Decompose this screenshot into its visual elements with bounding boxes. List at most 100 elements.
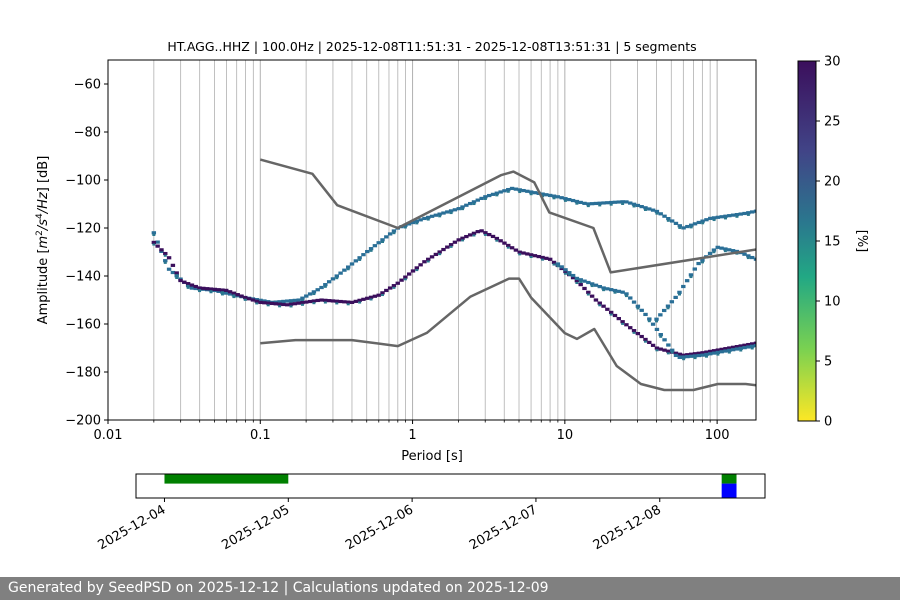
psd-cell: [617, 200, 621, 203]
psd-cell: [655, 347, 659, 350]
psd-cell: [198, 289, 201, 291]
psd-cell: [449, 209, 453, 212]
plot-frame: [108, 60, 756, 420]
psd-cell: [152, 234, 155, 236]
psd-cell: [579, 281, 582, 283]
psd-cell: [450, 212, 453, 214]
psd-cell: [724, 250, 727, 252]
psd-cell: [747, 257, 750, 259]
psd-cell: [620, 320, 624, 323]
psd-cell: [312, 302, 315, 304]
psd-cell: [713, 219, 716, 221]
psd-cell: [662, 215, 666, 218]
psd-cell: [437, 250, 441, 253]
psd-cell: [190, 283, 194, 286]
psd-cell: [324, 286, 327, 288]
psd-cell: [426, 216, 430, 219]
psd-cell: [472, 203, 475, 205]
psd-cell: [716, 351, 720, 354]
psd-cell: [255, 302, 258, 304]
psd-cell: [720, 350, 724, 353]
y-tick-label: −200: [65, 414, 101, 429]
colorbar-tick-label: 30: [824, 55, 841, 70]
psd-cell: [235, 293, 239, 296]
psd-cell: [647, 317, 651, 320]
psd-cell: [659, 348, 663, 351]
psd-cell: [594, 298, 598, 301]
psd-cell: [530, 193, 533, 195]
y-label-part: m: [36, 236, 51, 249]
psd-cell: [293, 299, 297, 302]
psd-cell: [598, 204, 601, 206]
psd-cell: [178, 279, 182, 282]
psd-cell: [308, 300, 312, 303]
psd-cell: [544, 257, 548, 260]
psd-cell: [586, 202, 590, 205]
psd-cell: [716, 216, 720, 219]
psd-cell: [167, 268, 171, 271]
psd-cell: [331, 277, 335, 280]
psd-cell: [633, 205, 636, 207]
psd-cell: [316, 288, 320, 291]
psd-cell: [598, 304, 601, 306]
psd-cell: [415, 222, 418, 224]
psd-cell: [224, 292, 228, 295]
psd-cell: [628, 201, 632, 204]
psd-cell: [502, 189, 506, 192]
psd-cell: [666, 350, 670, 353]
psd-cell: [739, 212, 743, 215]
psd-cell: [518, 251, 522, 254]
psd-figure: HT.AGG..HHZ | 100.0Hz | 2025-12-08T11:51…: [0, 0, 900, 577]
psd-cell: [171, 271, 175, 274]
psd-cell: [601, 201, 605, 204]
x-tick-label: 1: [408, 428, 416, 443]
availability-strip: 2025-12-04 2025-12-05 2025-12-06 2025-12-07…: [96, 474, 765, 553]
psd-cell: [437, 213, 441, 216]
psd-cell: [361, 253, 365, 256]
psd-cell: [350, 301, 354, 304]
psd-cell: [590, 295, 594, 298]
psd-cell: [510, 187, 514, 190]
psd-cell: [335, 274, 339, 277]
psd-cell: [190, 287, 194, 290]
psd-cell: [667, 307, 670, 309]
psd-cell: [316, 299, 320, 302]
psd-cell: [224, 289, 228, 292]
psd-cell: [636, 307, 639, 309]
psd-cell: [163, 259, 167, 262]
psd-cell: [639, 335, 643, 338]
psd-cell: [617, 290, 621, 293]
psd-cell: [628, 296, 632, 299]
psd-cell: [216, 288, 220, 291]
psd-cell: [484, 198, 487, 200]
psd-cell: [468, 233, 472, 236]
colorbar-tick-label: 15: [824, 235, 841, 250]
psd-cell: [518, 188, 522, 191]
psd-cell: [693, 267, 697, 270]
psd-cell: [625, 295, 628, 297]
psd-cell: [525, 252, 529, 255]
psd-cell: [591, 285, 594, 287]
psd-cell: [614, 292, 617, 294]
psd-cell: [643, 338, 647, 341]
psd-cell: [605, 308, 609, 311]
y-tick-label: −80: [74, 126, 101, 141]
psd-cell: [674, 354, 678, 357]
psd-cell: [746, 345, 750, 348]
psd-cell: [659, 333, 663, 336]
psd-cell: [556, 195, 560, 198]
psd-cell: [358, 302, 361, 304]
psd-cell: [724, 217, 727, 219]
y-tick-label: −120: [65, 222, 101, 237]
psd-cell: [723, 215, 727, 218]
psd-cell: [678, 227, 681, 229]
psd-cell: [449, 243, 453, 246]
psd-cell: [186, 282, 190, 285]
psd-cell: [696, 262, 700, 265]
psd-cell: [564, 273, 567, 275]
psd-cell: [175, 271, 179, 274]
psd-cell: [357, 299, 361, 302]
psd-cell: [705, 356, 708, 358]
psd-cell: [553, 264, 556, 266]
psd-cell: [201, 287, 205, 290]
